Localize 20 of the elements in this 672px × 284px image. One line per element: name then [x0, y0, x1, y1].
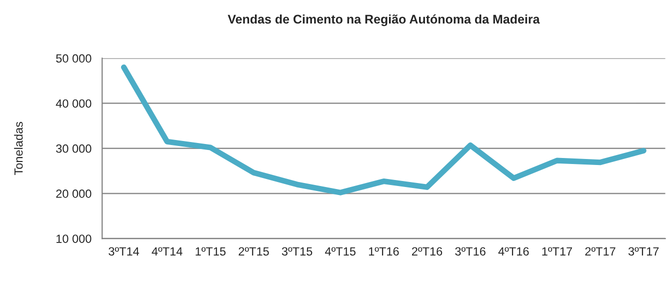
x-tick-label: 4ºT14: [152, 247, 182, 256]
y-tick-label: 50 000: [56, 54, 92, 63]
x-tick-label: 1ºT16: [369, 247, 399, 256]
chart-title: Vendas de Cimento na Região Autónoma da Madeira: [228, 14, 540, 26]
x-tick-label: 2ºT16: [412, 247, 442, 256]
y-tick-label: 20 000: [56, 190, 92, 198]
y-axis-title: Toneladas: [14, 122, 23, 176]
y-tick-label: 40 000: [56, 99, 92, 108]
y-tick-label: 30 000: [56, 144, 92, 153]
x-tick-label: 3ºT16: [455, 247, 486, 256]
x-tick-label: 3ºT14: [108, 247, 140, 256]
x-tick-label: 3ºT15: [282, 247, 312, 256]
x-tick-label: 4ºT15: [325, 247, 356, 256]
x-tick-label: 1ºT15: [196, 247, 226, 256]
x-tick-label: 2ºT17: [585, 247, 616, 256]
x-tick-label: 2ºT15: [238, 247, 269, 256]
x-tick-label: 3ºT17: [628, 247, 659, 256]
x-tick-label: 1ºT17: [542, 247, 572, 256]
y-tick-label: 10 000: [56, 234, 92, 243]
x-tick-label: 4ºT16: [498, 247, 529, 256]
